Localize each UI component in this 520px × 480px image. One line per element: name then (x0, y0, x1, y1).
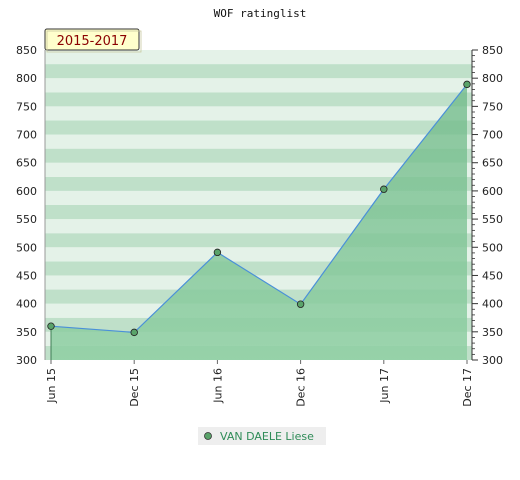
y-tick-label-left: 700 (16, 129, 37, 142)
x-tick-label: Dec 16 (295, 368, 308, 407)
y-tick-label-right: 850 (482, 44, 503, 57)
legend: VAN DAELE Liese (198, 427, 326, 445)
y-tick-label-left: 850 (16, 44, 37, 57)
y-tick-label-right: 450 (482, 269, 503, 282)
series-line (50, 84, 468, 334)
y-tick-label-right: 300 (482, 354, 503, 367)
x-tick-label: Dec 17 (461, 368, 474, 407)
y-tick-label-left: 600 (16, 185, 37, 198)
legend-label: VAN DAELE Liese (220, 430, 314, 443)
legend-box (198, 427, 326, 445)
x-tick-label: Jun 15 (45, 368, 58, 404)
y-tick-label-right: 550 (482, 213, 503, 226)
y-tick-label-right: 700 (482, 129, 503, 142)
y-tick-label-left: 400 (16, 298, 37, 311)
grid-band (45, 134, 472, 149)
period-label: 2015-2017 (57, 34, 128, 49)
y-tick-label-left: 550 (16, 213, 37, 226)
area-layer (47, 80, 471, 360)
data-point (296, 300, 305, 308)
chart-title: WOF ratinglist (214, 7, 307, 20)
data-point (380, 185, 388, 193)
period-label-box: 2015-2017 (44, 28, 142, 53)
grid-band (45, 120, 472, 135)
y-ticks-left: 300 350 400 450 500 550 600 650 700 750 800 850 (16, 44, 37, 367)
y-tick-label-left: 450 (16, 269, 37, 282)
y-tick-label-right: 650 (482, 157, 503, 170)
y-tick-label-right: 600 (482, 185, 503, 198)
grid-band (45, 176, 472, 191)
grid-band (45, 78, 472, 93)
y-tick-label-left: 750 (16, 100, 37, 113)
data-point (463, 80, 471, 89)
y-tick-label-right: 750 (482, 100, 503, 113)
grid-band (45, 92, 472, 107)
x-ticks: Jun 15 Dec 15 Jun 16 Dec 16 Jun 17 Dec 17 (45, 360, 474, 407)
y-tick-label-right: 800 (482, 72, 503, 85)
legend-marker (204, 432, 212, 440)
data-point (213, 248, 222, 257)
y-tick-label-left: 350 (16, 326, 37, 339)
grid-band (45, 148, 472, 163)
y-ticks-right: 300 350 400 450 500 550 600 650 700 750 800 850 (472, 44, 503, 367)
data-point (130, 328, 138, 337)
y-tick-label-left: 300 (16, 354, 37, 367)
y-tick-label-left: 800 (16, 72, 37, 85)
y-tick-label-right: 500 (482, 241, 503, 254)
y-tick-label-right: 350 (482, 326, 503, 339)
x-tick-label: Dec 15 (128, 368, 141, 407)
grid-band (45, 50, 472, 65)
y-tick-label-left: 500 (16, 241, 37, 254)
grid-band (45, 190, 472, 205)
grid-band (45, 162, 472, 177)
data-point (47, 322, 55, 330)
x-tick-label: Jun 17 (378, 368, 391, 404)
grid-band (45, 106, 472, 121)
grid-band (45, 64, 472, 79)
y-tick-label-left: 650 (16, 157, 37, 170)
series-area (51, 84, 467, 360)
x-tick-label: Jun 16 (211, 368, 224, 404)
y-tick-label-right: 400 (482, 298, 503, 311)
